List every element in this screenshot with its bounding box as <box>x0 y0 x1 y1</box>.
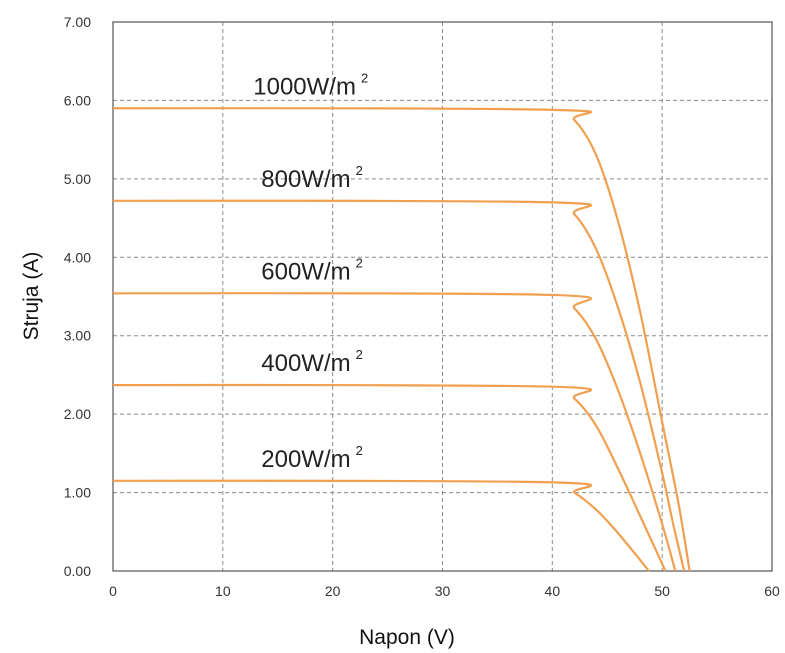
series-line-4 <box>112 479 650 572</box>
y-tick-label: 6.00 <box>64 92 91 108</box>
series-label-3: 400W/m <box>261 350 350 377</box>
series-line-0 <box>112 107 691 572</box>
x-axis-label: Napon (V) <box>359 626 455 649</box>
series-labels: 1000W/m 2 800W/m 2 600W/m 2 400W/m 2 200W/m 2 <box>253 70 368 473</box>
x-tick-label: 50 <box>654 583 670 599</box>
y-axis-label: Struja (A) <box>20 252 43 341</box>
y-tick-label: 3.00 <box>64 328 91 344</box>
series-label-superscript: 2 <box>356 443 363 458</box>
x-tick-label: 40 <box>545 583 561 599</box>
grid-lines <box>113 22 772 571</box>
series-line-2 <box>112 292 677 572</box>
series-label-4: 200W/m <box>261 446 350 473</box>
x-tick-label: 30 <box>435 583 451 599</box>
plot-frame <box>112 21 773 572</box>
series-label-2: 600W/m <box>261 258 350 285</box>
series-label-superscript: 2 <box>361 70 368 85</box>
x-tick-label: 20 <box>325 583 341 599</box>
y-tick-label: 4.00 <box>64 249 91 265</box>
series-line-1 <box>112 199 686 572</box>
x-tick-labels: 0 10 20 30 40 50 60 <box>109 583 780 599</box>
y-tick-label: 7.00 <box>64 14 91 30</box>
y-tick-label: 5.00 <box>64 171 91 187</box>
x-tick-label: 0 <box>109 583 117 599</box>
y-tick-labels: 0.00 1.00 2.00 3.00 4.00 5.00 6.00 7.00 <box>64 14 91 579</box>
y-tick-label: 2.00 <box>64 406 91 422</box>
y-tick-label: 1.00 <box>64 485 91 501</box>
x-tick-label: 10 <box>215 583 231 599</box>
series-lines <box>112 107 691 572</box>
y-tick-label: 0.00 <box>64 563 91 579</box>
series-label-1: 800W/m <box>261 166 350 193</box>
series-line-3 <box>112 383 667 572</box>
series-label-0: 1000W/m <box>253 73 356 100</box>
series-label-superscript: 2 <box>356 255 363 270</box>
series-label-superscript: 2 <box>356 163 363 178</box>
series-label-superscript: 2 <box>356 347 363 362</box>
x-tick-label: 60 <box>764 583 780 599</box>
